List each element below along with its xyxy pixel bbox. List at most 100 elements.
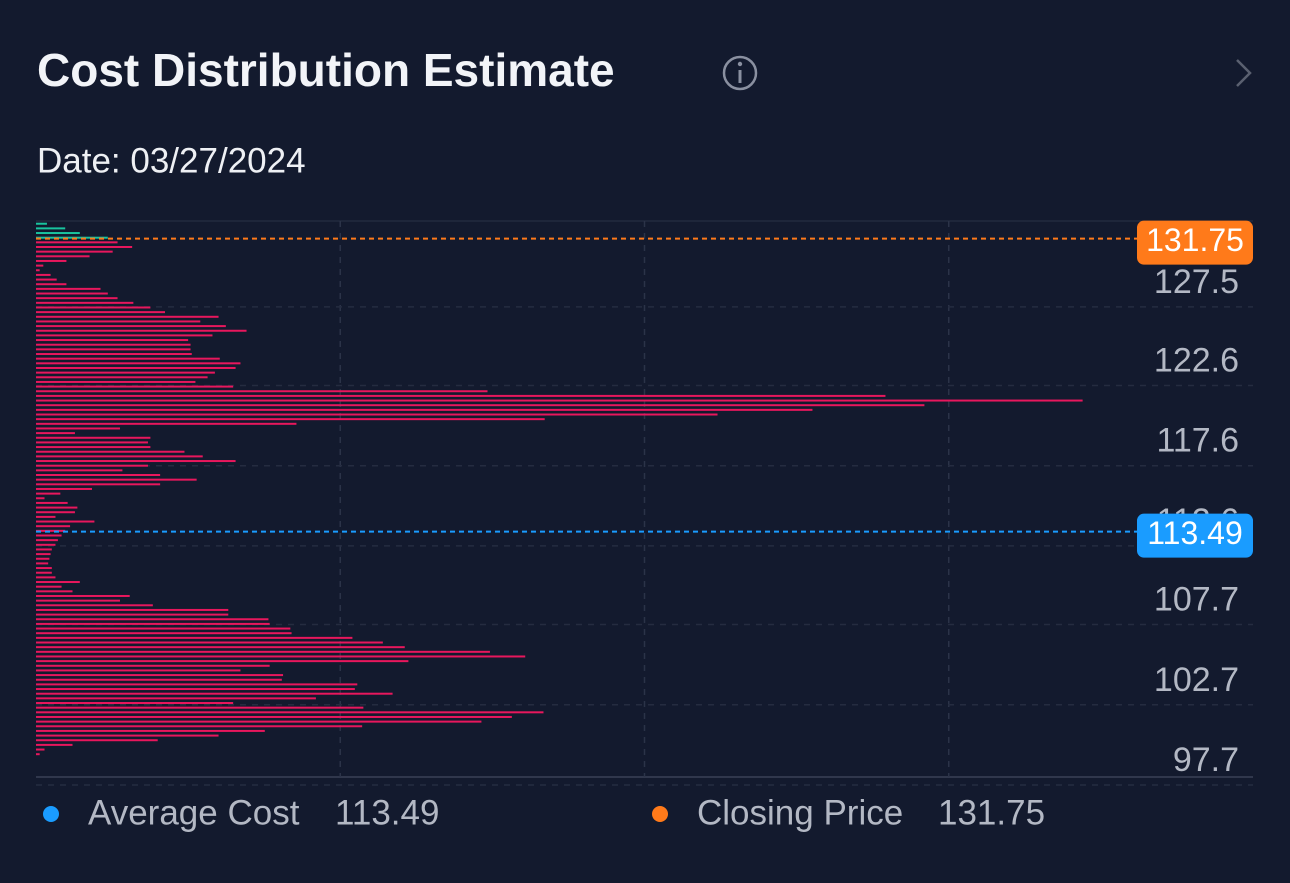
bar <box>36 590 73 593</box>
bar <box>36 348 191 351</box>
bar <box>36 529 66 532</box>
bar <box>36 594 130 597</box>
bar <box>36 571 52 574</box>
bar <box>36 315 219 318</box>
bar <box>36 720 482 723</box>
bar <box>36 250 113 253</box>
bar <box>36 232 80 235</box>
bar <box>36 474 161 477</box>
legend: Average Cost 113.49 Closing Price 131.75 <box>43 793 1045 832</box>
bar <box>36 404 925 407</box>
bar <box>36 613 229 616</box>
bar <box>36 292 108 295</box>
bar <box>36 301 134 304</box>
bar <box>36 627 291 630</box>
bar <box>36 622 270 625</box>
bar <box>36 227 66 230</box>
title: Cost Distribution Estimate <box>37 44 615 96</box>
bar <box>36 548 52 551</box>
bar <box>36 385 234 388</box>
average-cost-badge <box>1137 513 1253 558</box>
bar <box>36 371 215 374</box>
bar <box>36 259 67 262</box>
bar <box>36 422 297 425</box>
closing-price-badge <box>1137 220 1253 265</box>
bar <box>36 320 201 323</box>
bar <box>36 436 151 439</box>
bar <box>36 446 151 449</box>
bar <box>36 487 92 490</box>
bar <box>36 632 292 635</box>
bar <box>36 515 56 518</box>
bar <box>36 273 51 276</box>
bar <box>36 399 1083 402</box>
bar <box>36 469 123 472</box>
bar <box>36 585 62 588</box>
bar <box>36 678 282 681</box>
bar <box>36 283 67 286</box>
bar <box>36 297 118 300</box>
bar <box>36 641 383 644</box>
bar <box>36 604 153 607</box>
bar <box>36 380 196 383</box>
bar <box>36 664 270 667</box>
bar <box>36 674 284 677</box>
bar <box>36 236 108 239</box>
bar <box>36 343 191 346</box>
y-tick-label: 107.7 <box>1154 581 1239 619</box>
bar <box>36 543 56 546</box>
bar <box>36 697 316 700</box>
bar <box>36 497 45 500</box>
bar <box>36 725 363 728</box>
bar <box>36 534 62 537</box>
bar <box>36 562 49 565</box>
bar <box>36 464 148 467</box>
legend-value: 131.75 <box>938 793 1045 832</box>
bar <box>36 390 488 393</box>
bar <box>36 483 161 486</box>
bar <box>36 683 358 686</box>
info-dot <box>737 61 743 67</box>
bar <box>36 660 409 663</box>
y-tick-label: 97.7 <box>1173 741 1239 779</box>
bar <box>36 329 247 332</box>
bar <box>36 413 718 416</box>
bar <box>36 264 44 267</box>
bar <box>36 618 269 621</box>
y-tick-label: 117.6 <box>1156 422 1239 460</box>
y-tick-label: 122.6 <box>1154 341 1239 379</box>
bar <box>36 650 490 653</box>
bar <box>36 255 90 258</box>
bar <box>36 702 234 705</box>
bar <box>36 366 236 369</box>
bar <box>36 376 208 379</box>
bar <box>36 692 393 695</box>
chevron[interactable] <box>1236 59 1252 87</box>
bar <box>36 520 95 523</box>
bar <box>36 311 166 314</box>
bar <box>36 362 241 365</box>
legend-dot <box>43 806 59 822</box>
closing-price-badge-label: 131.75 <box>1146 222 1244 258</box>
bar <box>36 287 101 290</box>
bar <box>36 715 512 718</box>
average-cost-badge-label: 113.49 <box>1147 515 1243 551</box>
legend-label: Closing Price <box>697 793 903 832</box>
info-icon[interactable] <box>722 55 758 91</box>
bar <box>36 418 545 421</box>
bar <box>36 441 148 444</box>
legend-value: 113.49 <box>335 793 439 832</box>
bar <box>36 334 213 337</box>
y-tick-label: 127.5 <box>1154 263 1239 301</box>
bar <box>36 278 57 281</box>
bar <box>36 557 50 560</box>
bar <box>36 608 229 611</box>
bar <box>36 636 353 639</box>
bar <box>36 427 120 430</box>
bar <box>36 450 185 453</box>
bar <box>36 408 813 411</box>
bar <box>36 739 158 742</box>
bar <box>36 325 226 328</box>
bar <box>36 306 151 309</box>
bar <box>36 455 203 458</box>
